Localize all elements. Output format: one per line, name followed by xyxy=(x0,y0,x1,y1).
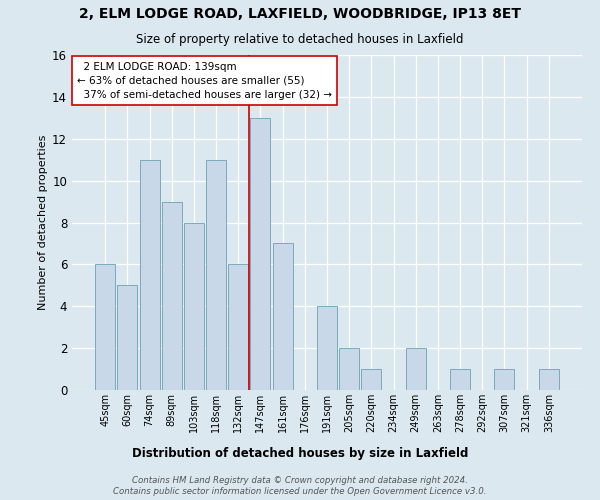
Bar xyxy=(184,222,204,390)
Y-axis label: Number of detached properties: Number of detached properties xyxy=(38,135,48,310)
Text: Contains HM Land Registry data © Crown copyright and database right 2024.: Contains HM Land Registry data © Crown c… xyxy=(132,476,468,485)
Bar xyxy=(118,286,137,390)
Bar xyxy=(95,264,115,390)
Text: 2, ELM LODGE ROAD, LAXFIELD, WOODBRIDGE, IP13 8ET: 2, ELM LODGE ROAD, LAXFIELD, WOODBRIDGE,… xyxy=(79,8,521,22)
Bar xyxy=(162,202,182,390)
Bar xyxy=(450,369,470,390)
Text: Distribution of detached houses by size in Laxfield: Distribution of detached houses by size … xyxy=(132,448,468,460)
Bar xyxy=(406,348,426,390)
Bar xyxy=(140,160,160,390)
Text: Size of property relative to detached houses in Laxfield: Size of property relative to detached ho… xyxy=(136,32,464,46)
Text: Contains public sector information licensed under the Open Government Licence v3: Contains public sector information licen… xyxy=(113,488,487,496)
Bar xyxy=(228,264,248,390)
Bar xyxy=(339,348,359,390)
Bar xyxy=(272,244,293,390)
Bar xyxy=(206,160,226,390)
Bar xyxy=(361,369,382,390)
Text: 2 ELM LODGE ROAD: 139sqm
← 63% of detached houses are smaller (55)
  37% of semi: 2 ELM LODGE ROAD: 139sqm ← 63% of detach… xyxy=(77,62,332,100)
Bar xyxy=(539,369,559,390)
Bar xyxy=(494,369,514,390)
Bar xyxy=(250,118,271,390)
Bar xyxy=(317,306,337,390)
